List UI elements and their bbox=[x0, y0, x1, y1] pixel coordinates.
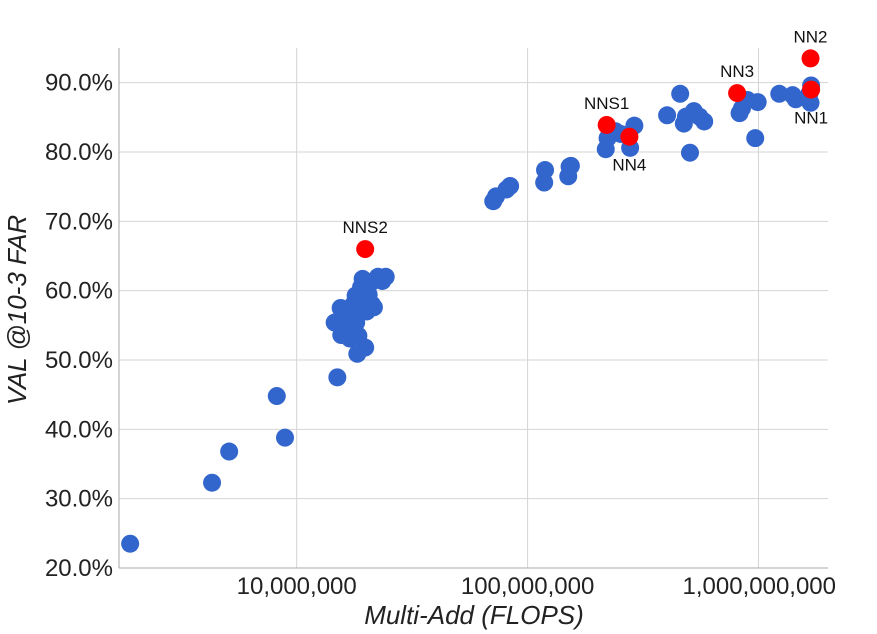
data-point bbox=[328, 368, 347, 387]
data-point bbox=[770, 84, 789, 103]
x-tick-label: 100,000,000 bbox=[461, 573, 594, 600]
y-tick-label: 80.0% bbox=[45, 139, 113, 166]
y-tick-label: 60.0% bbox=[45, 278, 113, 305]
annotations: NN2 NN1 NN3 NNS1 NN4 NNS2 bbox=[343, 27, 829, 237]
data-point bbox=[121, 534, 140, 553]
data-point bbox=[364, 298, 383, 317]
data-point bbox=[203, 473, 222, 492]
data-point bbox=[695, 112, 714, 131]
highlight-point bbox=[802, 80, 821, 99]
point-annotation: NN4 bbox=[612, 156, 646, 175]
gridlines bbox=[119, 48, 828, 569]
data-point bbox=[501, 176, 520, 195]
point-annotation: NN1 bbox=[794, 109, 828, 128]
y-axis-label: VAL @10-3 FAR bbox=[2, 215, 32, 405]
data-point bbox=[267, 387, 286, 406]
highlight-point bbox=[356, 240, 375, 259]
tick-labels: 20.0% 30.0% 40.0% 50.0% 60.0% 70.0% 80.0% 90.0%… bbox=[45, 70, 836, 600]
highlight-point bbox=[620, 127, 639, 146]
data-point bbox=[276, 428, 295, 447]
x-axis-label: Multi-Add (FLOPS) bbox=[364, 600, 584, 630]
data-point bbox=[786, 90, 805, 109]
point-annotation: NN3 bbox=[720, 62, 754, 81]
point-annotation: NNS2 bbox=[343, 218, 388, 237]
x-tick-label: 10,000,000 bbox=[237, 573, 357, 600]
x-tick-label: 1,000,000,000 bbox=[683, 573, 836, 600]
data-point bbox=[746, 129, 765, 148]
y-tick-label: 50.0% bbox=[45, 347, 113, 374]
data-point bbox=[801, 93, 820, 112]
data-point bbox=[376, 267, 395, 286]
y-tick-label: 20.0% bbox=[45, 555, 113, 582]
data-point bbox=[356, 338, 375, 357]
y-tick-label: 40.0% bbox=[45, 416, 113, 443]
axes bbox=[118, 48, 828, 569]
highlight-point bbox=[801, 49, 820, 68]
data-point bbox=[561, 156, 580, 175]
y-tick-label: 70.0% bbox=[45, 208, 113, 235]
data-point bbox=[536, 161, 555, 180]
highlight-point bbox=[728, 84, 747, 103]
data-point bbox=[748, 93, 767, 112]
y-tick-label: 30.0% bbox=[45, 486, 113, 513]
data-point bbox=[680, 143, 699, 162]
point-annotation: NNS1 bbox=[584, 94, 629, 113]
data-point bbox=[220, 442, 239, 461]
point-annotation: NN2 bbox=[794, 27, 828, 46]
highlight-point bbox=[597, 115, 616, 134]
data-point bbox=[671, 84, 690, 103]
data-points bbox=[121, 49, 821, 553]
data-point bbox=[658, 106, 677, 125]
y-tick-label: 90.0% bbox=[45, 70, 113, 97]
